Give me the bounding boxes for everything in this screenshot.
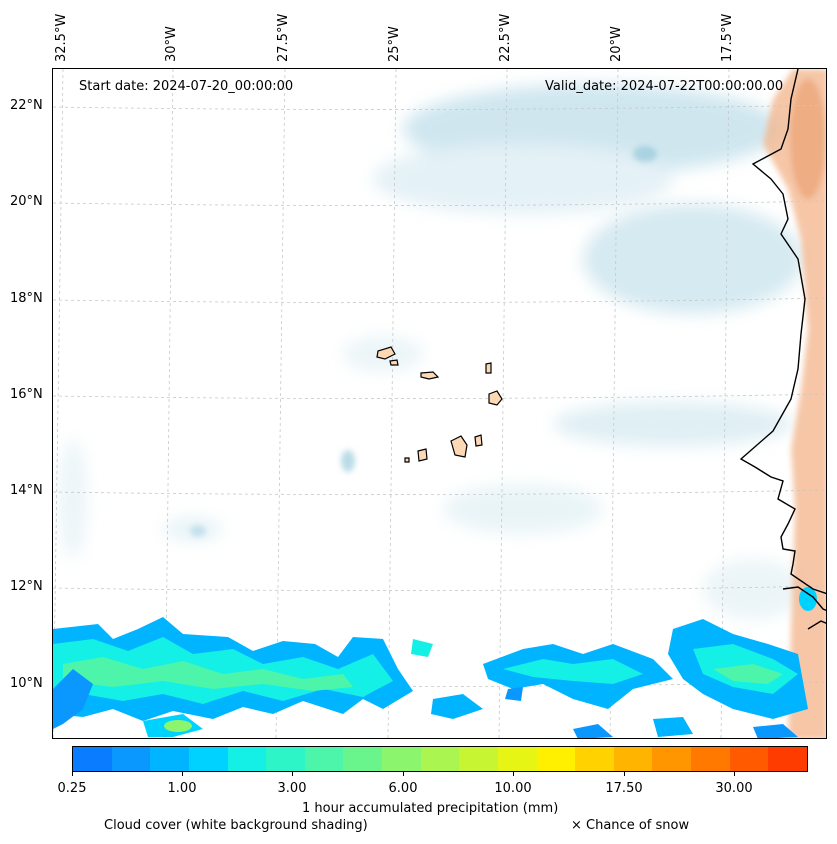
colorbar-tick — [403, 772, 404, 776]
colorbar-segment — [420, 747, 460, 771]
colorbar-title: 1 hour accumulated precipitation (mm) — [302, 801, 559, 816]
valid-date-text: Valid_date: 2024-07-22T00:00:00.00 — [545, 79, 784, 94]
lat-label-10n: 10°N — [10, 676, 43, 691]
lat-label-14n: 14°N — [10, 483, 43, 498]
colorbar-tick — [624, 772, 625, 776]
lon-label-30w: 30°W — [164, 26, 179, 62]
colorbar-segment — [150, 747, 189, 771]
colorbar-segment — [729, 747, 769, 771]
colorbar-tick-label: 6.00 — [388, 781, 418, 796]
colorbar-tick-label: 30.00 — [715, 781, 753, 796]
colorbar-segment — [304, 747, 344, 771]
start-date-text: Start date: 2024-07-20_00:00:00 — [79, 79, 294, 94]
colorbar-tick — [513, 772, 514, 776]
land-shading-layer — [763, 69, 826, 738]
lon-label-32-5w: 32.5°W — [54, 13, 69, 62]
lon-label-20w: 20°W — [609, 26, 624, 62]
colorbar-segment — [768, 747, 807, 771]
lat-label-16n: 16°N — [10, 387, 43, 402]
lat-label-12n: 12°N — [10, 579, 43, 594]
lat-label-22n: 22°N — [10, 98, 43, 113]
coastline — [739, 69, 826, 630]
colorbar-segment — [652, 747, 691, 771]
map-canvas — [53, 69, 826, 738]
lon-label-17-5w: 17.5°W — [720, 13, 735, 62]
colorbar-tick-label: 0.25 — [57, 781, 87, 796]
colorbar-tick — [182, 772, 183, 776]
colorbar-segment — [459, 747, 498, 771]
colorbar-tick-label: 17.50 — [605, 781, 643, 796]
colorbar-segment — [497, 747, 537, 771]
colorbar-segment — [188, 747, 228, 771]
colorbar-tick-label: 1.00 — [167, 781, 197, 796]
colorbar-tick-label: 10.00 — [494, 781, 532, 796]
colorbar-segment — [227, 747, 267, 771]
colorbar-segment — [691, 747, 730, 771]
colorbar-segment — [73, 747, 112, 771]
lon-label-22-5w: 22.5°W — [498, 13, 513, 62]
lat-label-18n: 18°N — [10, 291, 43, 306]
cloud-cover-layer — [59, 84, 803, 619]
colorbar-segment — [536, 747, 576, 771]
colorbar-segment — [111, 747, 151, 771]
colorbar-tick-label: 3.00 — [277, 781, 307, 796]
lon-label-27-5w: 27.5°W — [276, 13, 291, 62]
colorbar-tick — [72, 772, 73, 776]
precipitation-layer — [53, 587, 817, 738]
colorbar-segment — [613, 747, 653, 771]
colorbar-tick — [734, 772, 735, 776]
snow-legend: × Chance of snow — [571, 818, 690, 833]
colorbar-segment — [343, 747, 382, 771]
colorbar-segment — [575, 747, 614, 771]
cloud-cover-patches — [190, 146, 657, 537]
lat-label-20n: 20°N — [10, 194, 43, 209]
colorbar-segment — [266, 747, 305, 771]
colorbar-tick — [292, 772, 293, 776]
map-panel[interactable] — [52, 68, 827, 739]
colorbar-segment — [382, 747, 421, 771]
lon-label-25w: 25°W — [387, 26, 402, 62]
precipitation-colorbar — [72, 746, 808, 772]
islands — [376, 346, 503, 463]
cloud-cover-legend: Cloud cover (white background shading) — [104, 818, 368, 833]
